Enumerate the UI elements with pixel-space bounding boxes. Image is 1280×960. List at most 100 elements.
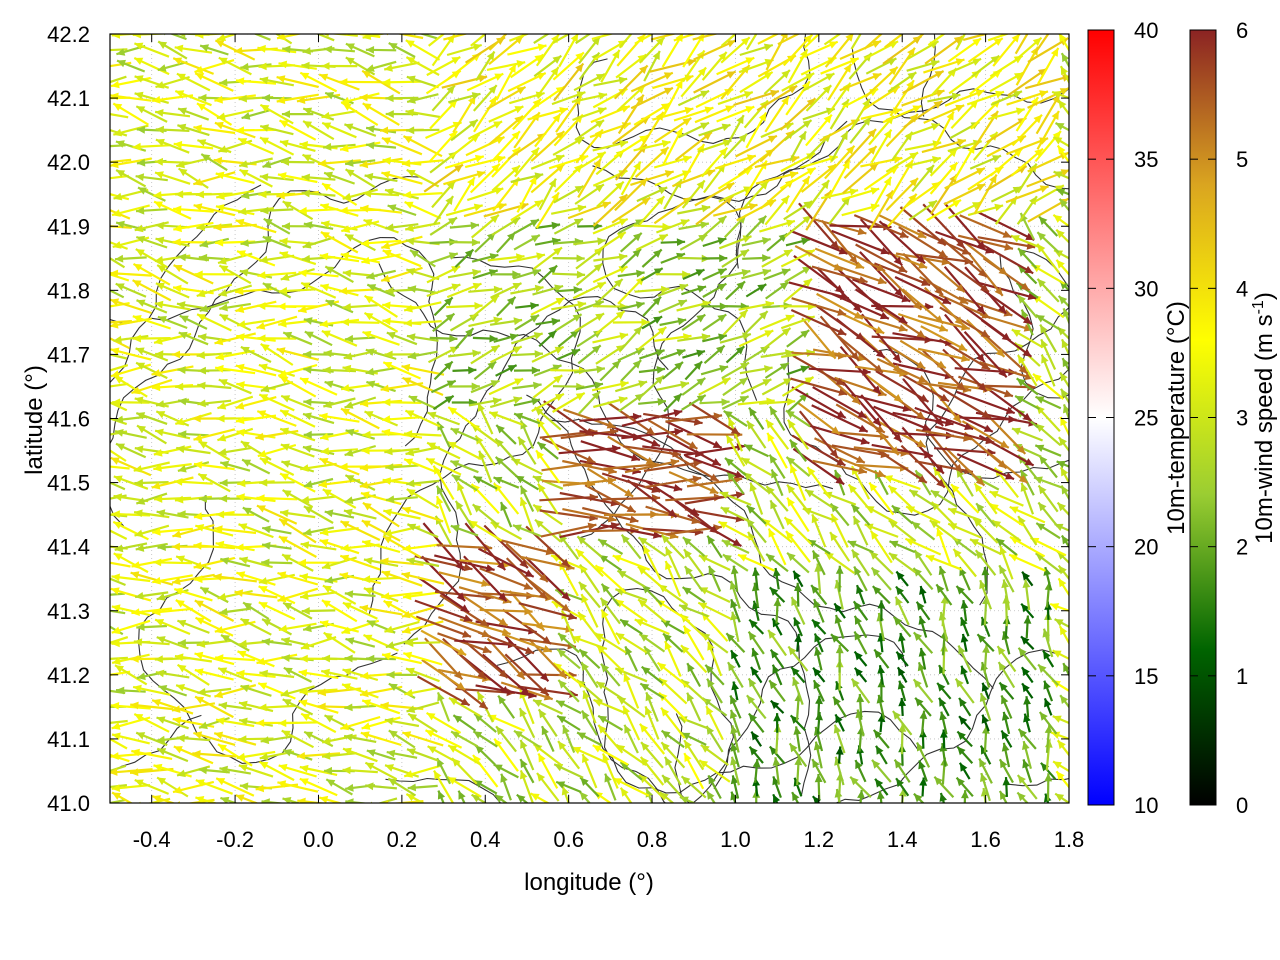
wind-arrow [155, 236, 190, 247]
wind-arrow [467, 120, 503, 140]
wind-arrow [902, 70, 945, 95]
wind-arrow [1056, 460, 1069, 469]
wind-arrow [519, 497, 535, 533]
wind-arrow [323, 714, 355, 732]
wind-arrow [856, 693, 865, 720]
wind-arrow [789, 464, 807, 502]
wind-arrow [135, 206, 168, 215]
wind-arrow [615, 53, 647, 79]
wind-arrow [495, 424, 517, 445]
wind-arrow [473, 712, 497, 733]
wind-arrow [280, 158, 315, 166]
wind-arrow [235, 794, 259, 803]
wind-arrow [919, 710, 928, 736]
wind-arrow [877, 665, 885, 685]
wind-arrow [1057, 564, 1069, 581]
wind-arrow [966, 319, 1006, 358]
wind-arrow [131, 748, 173, 760]
wind-arrow [344, 444, 377, 457]
wind-arrow [899, 339, 947, 370]
wind-arrow [1035, 395, 1062, 410]
wind-arrow [156, 264, 189, 285]
wind-arrow [303, 505, 334, 524]
wind-arrow [717, 91, 754, 106]
wind-arrow [235, 77, 277, 85]
wind-arrow [877, 213, 927, 239]
wind-arrow [215, 540, 255, 552]
wind-arrow [700, 146, 729, 178]
wind-arrow [360, 491, 402, 506]
wind-arrow [703, 163, 727, 194]
wind-arrow [739, 71, 774, 94]
wind-arrow [556, 648, 581, 670]
wind-arrow [278, 60, 317, 70]
wind-arrow [342, 102, 379, 127]
wind-arrow [1023, 615, 1032, 639]
wind-arrow [1037, 47, 1060, 85]
wind-arrow [917, 661, 929, 688]
wind-arrow [112, 398, 150, 407]
wind-arrow [668, 451, 720, 483]
wind-arrow [791, 791, 800, 803]
wind-arrow [384, 447, 420, 456]
wind-arrow [792, 570, 804, 588]
wind-arrow [573, 73, 606, 92]
wind-arrow [746, 694, 767, 720]
wind-arrow [922, 255, 966, 293]
wind-arrow [759, 219, 796, 233]
x-tick-label: 1.4 [887, 827, 918, 852]
wind-arrow [366, 654, 396, 663]
wind-arrow [173, 264, 214, 285]
wind-arrow [153, 445, 192, 457]
wind-arrow [551, 300, 587, 311]
x-tick-label: -0.2 [216, 827, 254, 852]
wind-arrow [173, 745, 214, 765]
wind-arrow [829, 502, 850, 527]
wind-arrow [873, 262, 931, 287]
wind-arrow [405, 39, 441, 61]
wind-arrow [630, 86, 674, 110]
wind-arrow [136, 623, 168, 631]
wind-arrow [214, 332, 256, 346]
wind-arrow [427, 745, 461, 765]
wind-arrow [578, 648, 601, 670]
wind-arrow [612, 318, 650, 327]
wind-arrow [947, 57, 982, 75]
wind-arrow [621, 474, 683, 492]
wind-arrow [789, 130, 807, 162]
wind-arrow [943, 183, 986, 206]
wind-arrow [172, 523, 215, 538]
wind-arrow [131, 378, 173, 395]
wind-arrow [365, 60, 397, 72]
wind-arrow [110, 193, 130, 201]
wind-arrow [904, 537, 942, 556]
wind-arrow [811, 265, 868, 284]
wind-arrow [664, 756, 682, 786]
wind-arrow [725, 632, 746, 654]
colorbar-tick-label: 25 [1134, 406, 1158, 431]
wind-arrow [953, 144, 976, 180]
wind-arrow [562, 724, 576, 754]
wind-arrow [361, 716, 401, 730]
wind-arrow [702, 237, 727, 248]
wind-arrow [431, 84, 456, 112]
wind-arrow [721, 248, 750, 268]
wind-arrow [234, 589, 278, 599]
wind-arrow [940, 729, 948, 749]
wind-arrow [812, 679, 825, 702]
wind-arrow [318, 478, 361, 489]
wind-arrow [604, 773, 617, 801]
wind-arrow [958, 762, 971, 780]
wind-arrow [943, 265, 986, 315]
wind-arrow [435, 485, 452, 513]
wind-arrow [897, 312, 949, 332]
wind-arrow [745, 283, 767, 298]
wind-arrow [919, 275, 969, 305]
wind-arrow [552, 254, 585, 263]
wind-arrow [483, 524, 529, 569]
wind-arrow [812, 386, 868, 419]
wind-arrow [218, 378, 252, 395]
wind-arrow [1017, 647, 1037, 671]
wind-arrow [829, 531, 851, 562]
wind-arrow [859, 370, 904, 403]
